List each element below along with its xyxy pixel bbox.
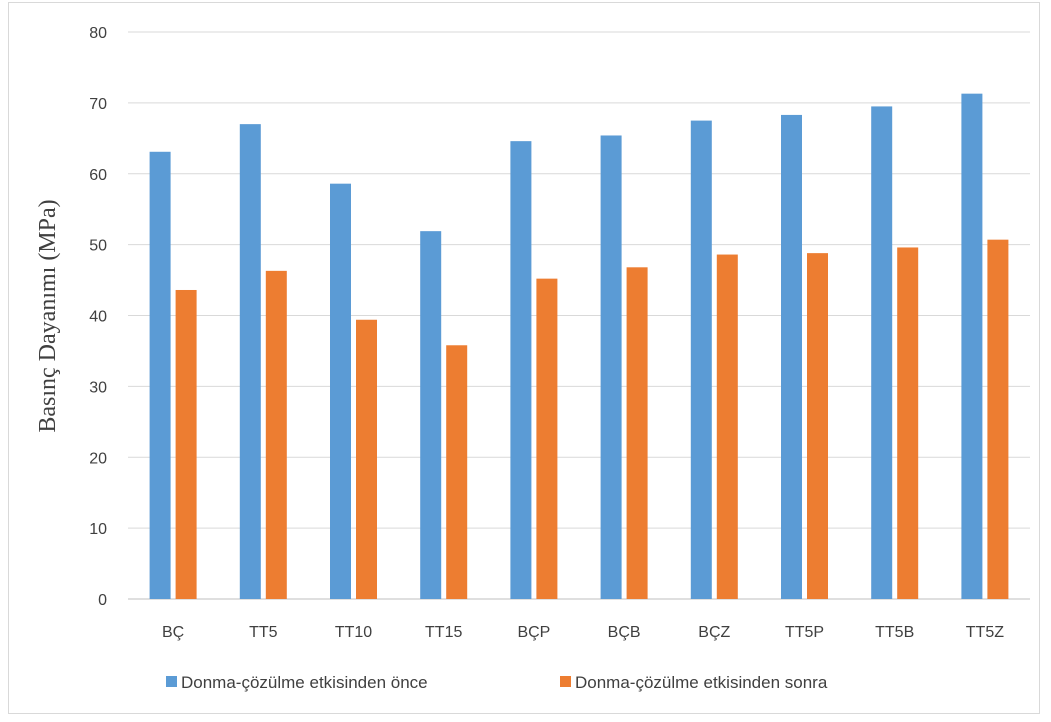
bar-before <box>420 231 442 599</box>
x-tick-label: BÇP <box>517 624 550 641</box>
bar-before <box>510 141 532 599</box>
bar-before <box>690 120 712 599</box>
bar-before <box>600 135 622 600</box>
x-tick-label: TT15 <box>425 624 462 641</box>
legend-swatch <box>560 676 571 687</box>
legend-label: Donma-çözülme etkisinden sonra <box>575 673 828 692</box>
y-tick-label: 20 <box>89 450 107 467</box>
x-axis-ticks: BÇ TT5 TT10 TT15 BÇP BÇB BÇZ TT5P TT5B TT5Z <box>162 624 1004 641</box>
bar-after <box>446 345 468 599</box>
y-tick-label: 30 <box>89 379 107 396</box>
legend: Donma-çözülme etkisinden önce Donma-çözül… <box>166 673 828 692</box>
y-tick-label: 60 <box>89 167 107 184</box>
bar-after <box>807 253 828 599</box>
bars <box>149 93 1009 600</box>
bar-after <box>626 267 648 599</box>
bar-after <box>356 319 377 599</box>
x-tick-label: TT10 <box>335 624 372 641</box>
x-tick-label: TT5Z <box>966 624 1004 641</box>
legend-label: Donma-çözülme etkisinden önce <box>181 673 428 692</box>
x-tick-label: TT5P <box>785 624 824 641</box>
x-tick-label: TT5 <box>249 624 278 641</box>
x-tick-label: TT5B <box>875 624 914 641</box>
bar-before <box>871 106 893 599</box>
x-tick-label: BÇB <box>608 624 641 641</box>
bar-after <box>716 254 738 600</box>
y-tick-label: 0 <box>98 592 107 609</box>
y-tick-label: 70 <box>89 96 107 113</box>
bar-before <box>781 114 802 599</box>
y-tick-label: 50 <box>89 238 107 255</box>
bar-before <box>330 183 351 600</box>
bar-after <box>897 247 919 599</box>
x-tick-label: BÇZ <box>698 624 730 641</box>
bar-after <box>265 270 287 599</box>
y-axis-label: Basınç Dayanımı (MPa) <box>35 199 61 432</box>
legend-swatch <box>166 676 177 687</box>
bar-after <box>987 239 1009 599</box>
y-tick-label: 10 <box>89 521 107 538</box>
gridlines <box>128 31 1030 600</box>
bar-before <box>961 93 983 599</box>
y-tick-label: 80 <box>89 25 107 42</box>
x-tick-label: BÇ <box>162 624 184 641</box>
y-axis-ticks: 0 10 20 30 40 50 60 70 80 <box>89 25 107 609</box>
bar-after <box>175 289 197 599</box>
bar-before <box>239 124 261 599</box>
bar-before <box>149 151 171 599</box>
y-tick-label: 40 <box>89 309 107 326</box>
bar-after <box>536 278 558 599</box>
